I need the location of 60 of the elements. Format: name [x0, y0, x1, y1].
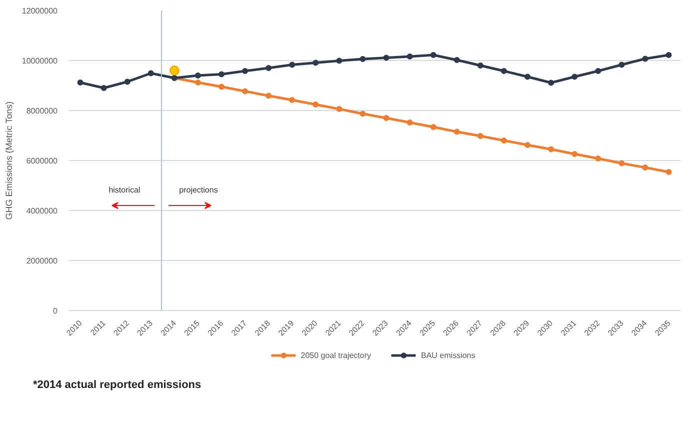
point	[500, 68, 507, 74]
point	[100, 85, 107, 91]
point	[642, 56, 648, 62]
point	[169, 66, 180, 76]
point	[218, 84, 224, 90]
point	[336, 58, 342, 64]
annotation: historical	[108, 186, 140, 194]
legend-label: 2050 goal trajectory	[300, 350, 372, 361]
y-tick-label: 8000000	[26, 106, 58, 116]
point	[242, 88, 248, 94]
point	[572, 74, 578, 80]
point	[148, 70, 154, 76]
point	[595, 68, 602, 74]
point	[595, 156, 602, 162]
point	[454, 57, 460, 63]
point	[336, 106, 342, 112]
point	[454, 128, 460, 135]
point	[430, 124, 436, 130]
point	[666, 52, 672, 58]
point	[194, 80, 201, 86]
point	[289, 62, 296, 68]
point	[266, 92, 272, 99]
point	[218, 71, 224, 78]
point	[477, 62, 484, 68]
point	[383, 115, 390, 121]
y-tick-label: 0	[53, 306, 58, 316]
point	[194, 72, 201, 78]
point	[500, 138, 507, 144]
point	[266, 65, 272, 71]
point	[406, 120, 413, 126]
point	[642, 164, 648, 170]
point	[289, 97, 296, 103]
point	[548, 80, 554, 86]
point	[572, 151, 578, 157]
point	[77, 80, 84, 86]
point	[124, 78, 130, 85]
point	[360, 110, 366, 117]
point	[524, 142, 530, 148]
point	[312, 102, 319, 108]
text: *2014 actual reported emissions	[33, 378, 202, 393]
legend-label: BAU emissions	[421, 350, 476, 361]
annotation: projections	[179, 186, 218, 194]
point	[406, 54, 413, 60]
y-axis-title: GHG Emissions (Metric Tons)	[4, 101, 14, 220]
y-tick-label: 10000000	[22, 56, 58, 66]
point	[477, 133, 484, 139]
point	[618, 62, 625, 68]
y-tick-label: 4000000	[26, 206, 58, 216]
point	[548, 146, 554, 152]
point	[430, 52, 436, 58]
point	[618, 160, 625, 166]
point	[666, 169, 672, 175]
point	[524, 74, 530, 80]
y-tick-label: 6000000	[26, 156, 58, 166]
point	[383, 54, 390, 61]
y-tick-label: 2000000	[26, 256, 58, 266]
y-tick-label: 12000000	[22, 6, 58, 16]
point	[242, 68, 248, 74]
point	[360, 56, 366, 62]
point	[312, 60, 319, 66]
